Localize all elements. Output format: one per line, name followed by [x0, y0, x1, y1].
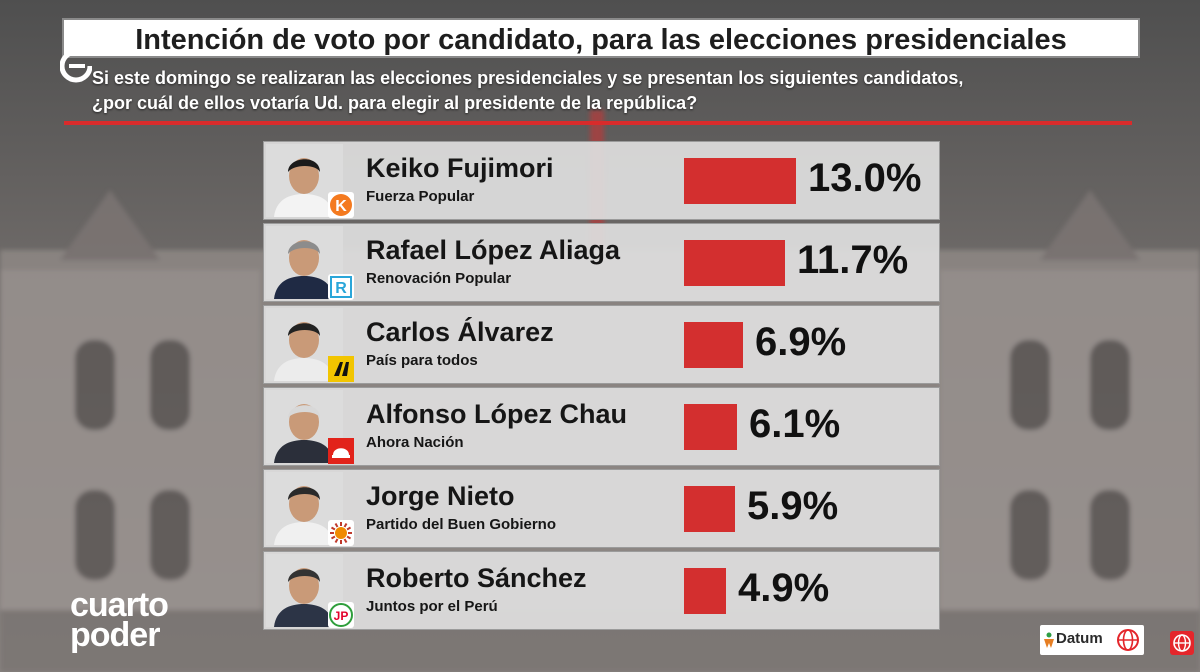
party-name: Partido del Buen Gobierno: [366, 516, 557, 533]
svg-text:R: R: [335, 280, 347, 297]
brand-logo: cuarto poder: [70, 586, 169, 654]
party-name: Fuerza Popular: [366, 188, 475, 205]
candidate-photo: [266, 308, 343, 381]
bar: [684, 568, 726, 614]
party-logo-icon: [328, 438, 354, 464]
candidate-name: Alfonso López Chau: [366, 399, 627, 429]
title-box: Intención de voto por candidato, para la…: [62, 18, 1140, 58]
datum-figure-icon: [1044, 632, 1054, 648]
bar: [684, 240, 785, 286]
candidate-photo-frame: [266, 554, 343, 627]
data-label: 13.0%: [808, 156, 922, 200]
svg-text:K: K: [335, 198, 347, 215]
party-logo-icon: R: [328, 274, 354, 300]
party-name: País para todos: [366, 352, 478, 369]
data-label: 5.9%: [747, 484, 839, 528]
candidate-name: Carlos Álvarez: [366, 317, 554, 347]
bar: [684, 158, 796, 204]
party-logo-icon: [328, 520, 354, 546]
candidate-row: Carlos Álvarez País para todos 6.9%: [263, 305, 940, 384]
data-label: 6.9%: [755, 320, 847, 364]
candidate-row: JP Roberto Sánchez Juntos por el Perú 4.9%: [263, 551, 940, 630]
candidate-photo: [266, 554, 343, 627]
cuarto-poder-e-logo-icon: [60, 49, 92, 83]
svg-text:JP: JP: [334, 609, 349, 623]
candidate-name: Rafael López Aliaga: [366, 235, 621, 265]
candidate-name: Jorge Nieto: [366, 481, 515, 511]
bar: [684, 404, 737, 450]
candidate-row: K Keiko Fujimori Fuerza Popular 13.0%: [263, 141, 940, 220]
channel-globe-icon: [1170, 631, 1194, 655]
question-line-1: Si este domingo se realizaran las elecci…: [92, 68, 964, 88]
party-name: Renovación Popular: [366, 270, 512, 287]
candidate-name: Roberto Sánchez: [366, 563, 587, 593]
chart-title: Intención de voto por candidato, para la…: [135, 24, 1067, 56]
party-logo-icon: K: [328, 192, 354, 218]
divider-line: [64, 121, 1132, 125]
america-globe-icon: [1117, 629, 1139, 651]
candidate-photo-frame: [266, 472, 343, 545]
candidate-row: Alfonso López Chau Ahora Nación 6.1%: [263, 387, 940, 466]
candidate-photo-frame: [266, 308, 343, 381]
data-label: 4.9%: [738, 566, 830, 610]
pollster-name: Datum: [1056, 630, 1103, 647]
bar: [684, 486, 735, 532]
party-name: Ahora Nación: [366, 434, 464, 451]
pollster-logo: Datum: [1040, 625, 1144, 655]
brand-line-1: cuarto: [70, 586, 169, 624]
party-logo-icon: [328, 356, 354, 382]
bar: [684, 322, 743, 368]
survey-question: Si este domingo se realizaran las elecci…: [92, 66, 963, 116]
candidate-photo: [266, 144, 343, 217]
candidate-row: R Rafael López Aliaga Renovación Popular 11…: [263, 223, 940, 302]
candidate-row: Jorge Nieto Partido del Buen Gobierno 5.9%: [263, 469, 940, 548]
candidate-name: Keiko Fujimori: [366, 153, 554, 183]
party-logo-icon: JP: [328, 602, 354, 628]
party-name: Juntos por el Perú: [366, 598, 498, 615]
candidate-photo-frame: [266, 144, 343, 217]
data-label: 11.7%: [797, 238, 909, 282]
brand-line-2: poder: [70, 616, 160, 654]
question-line-2: ¿por cuál de ellos votaría Ud. para eleg…: [92, 93, 698, 113]
data-label: 6.1%: [749, 402, 841, 446]
